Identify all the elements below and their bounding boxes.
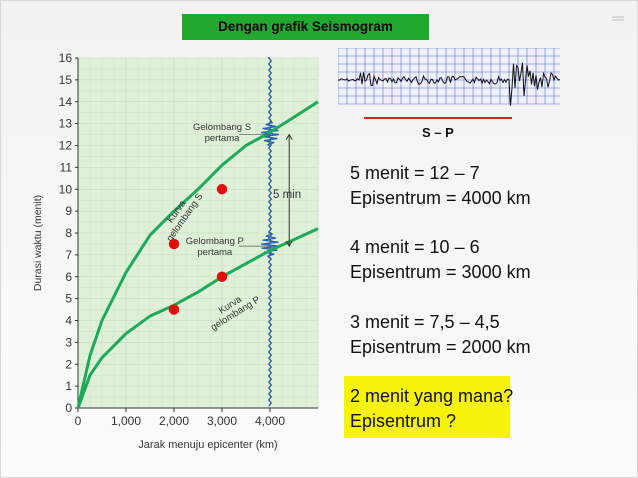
x-tick-label: 1,000	[111, 414, 141, 428]
seismogram-trace	[338, 62, 560, 106]
y-tick-label: 0	[65, 401, 72, 415]
y-tick-label: 13	[59, 117, 73, 131]
y-axis-label: Durasi waktu (menit)	[32, 195, 44, 291]
x-tick-label: 4,000	[255, 414, 285, 428]
reading-marker-3	[216, 271, 228, 282]
y-tick-label: 7	[65, 248, 72, 262]
calc-3-epicenter: Episentrum = 2000 km	[350, 337, 531, 357]
question-highlight	[344, 376, 510, 438]
x-tick-label: 0	[75, 414, 82, 428]
p-first-label-2: pertama	[197, 247, 233, 258]
corner-decoration-icon	[612, 16, 624, 21]
s-first-label-1: Gelombang S	[193, 122, 251, 133]
y-tick-label: 8	[65, 226, 72, 240]
y-tick-label: 4	[65, 314, 72, 328]
y-tick-label: 9	[65, 204, 72, 218]
x-tick-label: 2,000	[159, 414, 189, 428]
p-wave-curve	[76, 227, 319, 409]
reading-marker-2	[168, 238, 180, 250]
y-tick-label: 5	[65, 292, 72, 306]
y-tick-label: 11	[60, 160, 73, 174]
y-tick-label: 3	[65, 335, 72, 349]
calc-3-duration: 3 menit = 7,5 – 4,5	[350, 312, 500, 332]
question-line-1: 2 menit yang mana?	[350, 386, 514, 406]
calc-2-epicenter: Episentrum = 3000 km	[350, 262, 531, 282]
y-tick-label: 15	[59, 73, 73, 87]
s-minus-p-label: S – P	[422, 125, 454, 140]
p-first-label-1: Gelombang P	[186, 236, 244, 247]
x-tick-label: 3,000	[207, 414, 237, 428]
interval-label: 5 min	[273, 189, 301, 201]
y-tick-label: 2	[65, 357, 72, 371]
x-axis-label: Jarak menuju epicenter (km)	[138, 439, 277, 451]
y-tick-label: 16	[59, 51, 73, 65]
station-trace	[267, 57, 273, 407]
slide-title: Dengan grafik Seismogram	[182, 14, 429, 40]
interval-arrowhead-top	[285, 133, 293, 140]
y-tick-label: 6	[65, 270, 72, 284]
s-wave-curve	[76, 100, 319, 409]
y-tick-label: 1	[65, 379, 72, 393]
seismogram-image	[338, 48, 560, 119]
s-first-label-2: pertama	[205, 133, 241, 144]
p-wave-burst	[260, 231, 280, 259]
interval-arrowhead-bottom	[285, 240, 293, 248]
question-line-2: Episentrum ?	[350, 411, 457, 431]
calc-1-epicenter: Episentrum = 4000 km	[350, 188, 531, 208]
y-tick-label: 12	[59, 139, 73, 153]
reading-marker-1	[216, 184, 228, 195]
calc-1-duration: 5 menit = 12 – 7	[350, 163, 480, 183]
y-tick-label: 10	[59, 182, 73, 196]
calc-2-duration: 4 menit = 10 – 6	[350, 237, 480, 257]
y-tick-label: 14	[59, 95, 73, 109]
reading-marker-4	[168, 304, 180, 315]
